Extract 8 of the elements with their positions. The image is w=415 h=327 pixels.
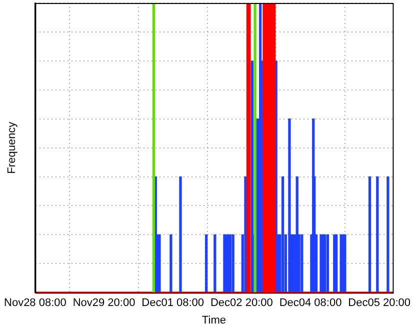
- x-tick-label: Dec05 20:00: [348, 297, 411, 310]
- x-tick-label: Dec02 20:00: [210, 297, 273, 310]
- x-tick-label: Nov28 08:00: [4, 297, 66, 310]
- x-tick-label: Dec04 08:00: [279, 297, 342, 310]
- x-tick-label: Nov29 20:00: [72, 297, 136, 310]
- x-tick-label: Dec01 08:00: [142, 297, 204, 310]
- y-axis-title: Frequency: [6, 121, 18, 174]
- x-axis-title: Time: [202, 314, 226, 326]
